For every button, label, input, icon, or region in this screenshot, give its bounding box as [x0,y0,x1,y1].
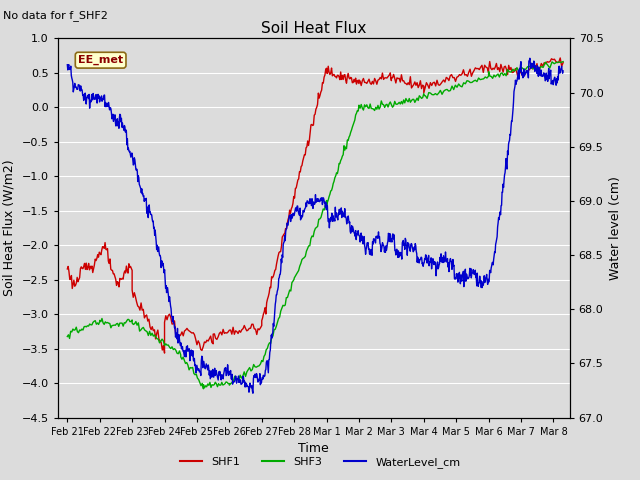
Title: Soil Heat Flux: Soil Heat Flux [261,21,366,36]
Line: SHF3: SHF3 [67,61,563,389]
WaterLevel_cm [249,390,257,396]
SHF3 [208,382,216,387]
SHF1 [502,66,510,72]
SHF1 [402,81,410,86]
SHF1 [559,60,567,66]
WaterLevel_cm [63,62,71,68]
SHF3 [177,354,184,360]
WaterLevel_cm [460,268,467,274]
SHF3 [225,381,233,386]
Text: No data for f_SHF2: No data for f_SHF2 [3,10,108,21]
SHF1 [341,72,349,77]
X-axis label: Time: Time [298,442,329,455]
Legend: SHF1, SHF3, WaterLevel_cm: SHF1, SHF3, WaterLevel_cm [175,452,465,472]
Line: WaterLevel_cm: WaterLevel_cm [67,58,563,393]
Line: SHF1: SHF1 [67,58,563,353]
Text: EE_met: EE_met [78,55,124,65]
Y-axis label: Water level (cm): Water level (cm) [609,176,622,280]
SHF1 [63,266,71,272]
SHF1 [269,275,276,281]
WaterLevel_cm [114,123,122,129]
WaterLevel_cm [404,241,412,247]
SHF3 [548,59,556,65]
SHF3 [63,334,71,339]
SHF3 [264,346,271,351]
WaterLevel_cm [264,370,272,376]
SHF1 [209,331,217,337]
SHF3 [559,59,567,64]
SHF3 [200,386,207,392]
Y-axis label: Soil Heat Flux (W/m2): Soil Heat Flux (W/m2) [3,160,16,296]
WaterLevel_cm [559,68,567,74]
WaterLevel_cm [282,226,290,232]
WaterLevel_cm [451,276,458,281]
SHF1 [556,55,564,61]
WaterLevel_cm [526,55,534,61]
SHF1 [323,65,330,71]
SHF3 [524,64,531,70]
SHF1 [161,350,168,356]
